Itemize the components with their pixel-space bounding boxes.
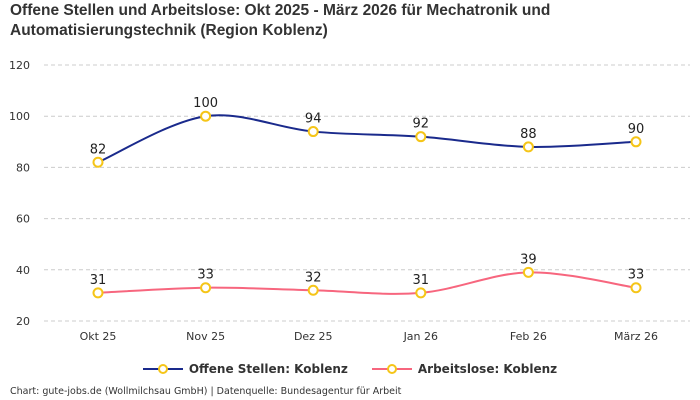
- y-tick-label: 100: [9, 110, 30, 123]
- data-point: [307, 284, 319, 296]
- data-label: 90: [628, 122, 645, 137]
- data-point: [200, 282, 212, 294]
- data-label: 92: [413, 117, 430, 132]
- y-tick-label: 40: [16, 264, 30, 277]
- data-label: 88: [520, 127, 537, 142]
- data-point: [92, 156, 104, 168]
- data-point: [522, 266, 534, 278]
- y-tick-label: 80: [16, 161, 30, 174]
- data-point: [522, 141, 534, 153]
- y-tick-label: 60: [16, 213, 30, 226]
- data-label: 33: [628, 268, 645, 283]
- data-label: 31: [413, 273, 430, 288]
- data-point: [630, 282, 642, 294]
- data-label: 100: [193, 96, 218, 111]
- x-tick-label: Okt 25: [80, 330, 117, 343]
- x-tick-label: Jan 26: [403, 330, 438, 343]
- series-line-1: [97, 271, 637, 295]
- x-tick-label: Feb 26: [510, 330, 547, 343]
- data-point: [415, 287, 427, 299]
- data-label: 39: [520, 252, 537, 267]
- legend: Offene Stellen: Koblenz Arbeitslose: Kobl…: [0, 362, 700, 376]
- legend-marker-icon: [142, 364, 183, 374]
- legend-label: Offene Stellen: Koblenz: [188, 362, 348, 376]
- data-point: [92, 287, 104, 299]
- series-line-0: [97, 114, 637, 164]
- data-label: 33: [197, 268, 214, 283]
- data-label: 94: [305, 112, 322, 127]
- x-tick-label: Nov 25: [186, 330, 225, 343]
- legend-item[interactable]: Arbeitslose: Koblenz: [371, 362, 558, 376]
- x-tick-label: März 26: [614, 330, 658, 343]
- y-tick-label: 20: [16, 315, 30, 328]
- data-label: 31: [90, 273, 107, 288]
- data-point: [200, 110, 212, 122]
- legend-label: Arbeitslose: Koblenz: [417, 362, 558, 376]
- y-tick-label: 120: [9, 59, 30, 72]
- x-tick-label: Dez 25: [294, 330, 333, 343]
- legend-marker-icon: [371, 364, 412, 374]
- data-point: [307, 126, 319, 138]
- data-label: 32: [305, 270, 322, 285]
- footer-source: Chart: gute-jobs.de (Wollmilchsau GmbH) …: [10, 386, 402, 397]
- chart-title: Offene Stellen und Arbeitslose: Okt 2025…: [10, 2, 551, 39]
- data-point: [630, 136, 642, 148]
- data-point: [415, 131, 427, 143]
- legend-item[interactable]: Offene Stellen: Koblenz: [142, 362, 348, 376]
- data-label: 82: [90, 142, 107, 157]
